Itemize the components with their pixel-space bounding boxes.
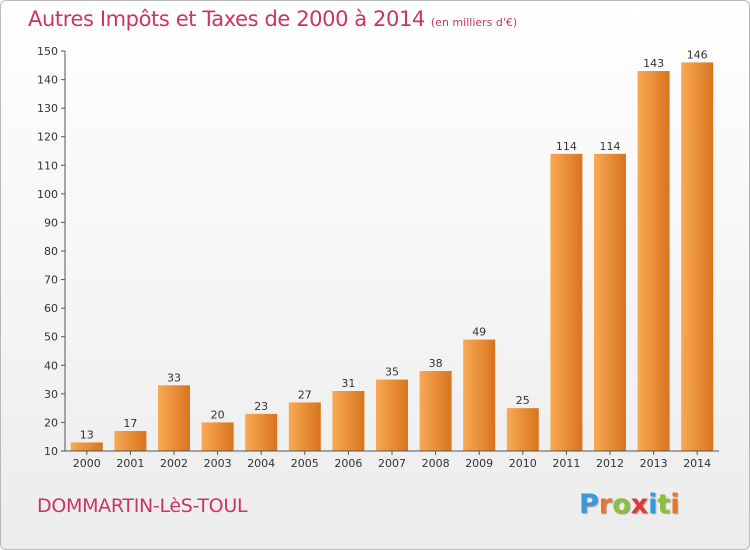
- bar-2000: [70, 442, 103, 451]
- logo-letter: x: [630, 489, 649, 520]
- bar-2013: [637, 71, 670, 451]
- bar-2010: [506, 408, 539, 451]
- y-tick-label: 30: [44, 388, 58, 401]
- y-tick-label: 130: [37, 102, 58, 115]
- bar-value-label: 17: [123, 417, 137, 430]
- bar-value-label: 31: [341, 377, 355, 390]
- bar-2001: [114, 431, 147, 451]
- y-tick-label: 140: [37, 74, 58, 87]
- logo-letter: r: [598, 489, 613, 520]
- bar-value-label: 27: [298, 388, 312, 401]
- logo-letter: o: [612, 489, 631, 520]
- y-axis: 10 20 30 40 50 60 70 80 90 100 110 120 130 140 150: [37, 45, 66, 458]
- x-tick-label: 2014: [683, 457, 711, 470]
- bar-2007: [376, 379, 408, 451]
- bar-value-label: 143: [643, 57, 664, 70]
- bar-2006: [332, 391, 365, 451]
- x-axis: 2000 2001 2002 2003 2004 2005 2006 2007 2008 2009…: [65, 450, 719, 470]
- bar-2002: [158, 385, 190, 451]
- y-tick-label: 80: [44, 245, 58, 258]
- y-tick-label: 20: [44, 416, 58, 429]
- y-tick-label: 40: [44, 359, 58, 372]
- x-tick-label: 2011: [552, 457, 580, 470]
- y-tick-label: 100: [37, 188, 58, 201]
- bar-value-label: 38: [429, 357, 443, 370]
- y-tick-label: 50: [44, 331, 58, 344]
- chart-title: Autres Impôts et Taxes de 2000 à 2014 (en…: [28, 7, 517, 31]
- commune-name: DOMMARTIN-LèS-TOUL: [37, 495, 248, 517]
- bar-2009: [463, 339, 496, 451]
- y-tick-label: 90: [44, 216, 58, 229]
- bar-value-label: 114: [556, 140, 577, 153]
- x-tick-label: 2003: [204, 457, 232, 470]
- bar-2004: [245, 413, 278, 451]
- bar-2003: [201, 422, 234, 451]
- bar-2011: [550, 153, 583, 451]
- x-tick-label: 2010: [509, 457, 537, 470]
- x-tick-label: 2013: [640, 457, 668, 470]
- x-tick-label: 2004: [247, 457, 275, 470]
- bar-2005: [288, 402, 321, 451]
- y-tick-label: 70: [44, 274, 58, 287]
- x-tick-label: 2012: [596, 457, 624, 470]
- y-tick-label: 110: [37, 159, 58, 172]
- logo-letter: i: [648, 489, 658, 520]
- chart-title-text: Autres Impôts et Taxes de 2000 à 2014: [28, 7, 425, 31]
- proxiti-logo: Proxiti: [579, 489, 680, 520]
- x-tick-label: 2007: [378, 457, 406, 470]
- bar-value-label: 25: [516, 394, 530, 407]
- logo-letter: P: [579, 489, 599, 520]
- bar-value-label: 35: [385, 366, 399, 379]
- chart-unit: (en milliers d'€): [430, 16, 518, 29]
- y-tick-label: 60: [44, 302, 58, 315]
- bar-value-label: 33: [167, 371, 181, 384]
- x-tick-label: 2006: [334, 457, 362, 470]
- y-tick-label: 10: [44, 445, 58, 458]
- bar-value-label: 13: [80, 428, 94, 441]
- x-tick-label: 2005: [291, 457, 319, 470]
- x-tick-label: 2008: [422, 457, 450, 470]
- bar-value-label: 20: [211, 408, 225, 421]
- bar-2008: [419, 371, 452, 451]
- bar-2012: [594, 153, 626, 451]
- bar-value-label: 146: [687, 48, 708, 61]
- bar-value-label: 23: [254, 400, 268, 413]
- logo-letter: t: [657, 489, 671, 520]
- logo-letter: i: [670, 489, 680, 520]
- bar-value-label: 49: [472, 326, 486, 339]
- x-tick-label: 2009: [465, 457, 493, 470]
- bar-value-label: 114: [600, 140, 621, 153]
- x-tick-label: 2000: [73, 457, 101, 470]
- x-tick-label: 2001: [116, 457, 144, 470]
- x-tick-label: 2002: [160, 457, 188, 470]
- bars: 13 17 33 20 23 27 31 35 38 49 25 114 114 143 146: [70, 48, 714, 452]
- y-tick-label: 150: [37, 45, 58, 58]
- y-tick-label: 120: [37, 131, 58, 144]
- bar-2014: [681, 62, 714, 452]
